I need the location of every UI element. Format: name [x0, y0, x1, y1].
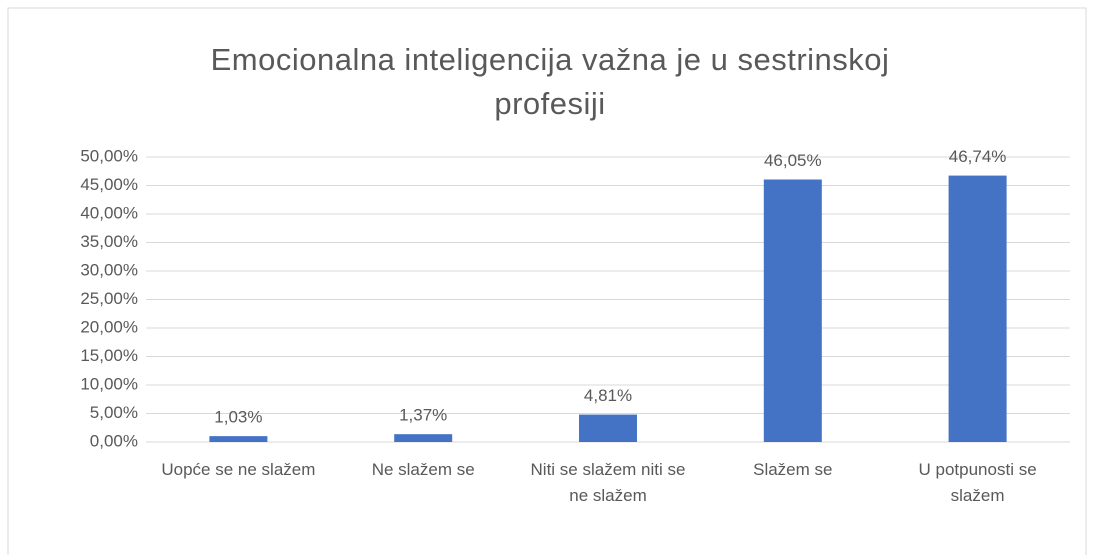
y-tick-label: 15,00% — [80, 346, 138, 365]
chart-title: Emocionalna inteligencija važna je u ses… — [210, 42, 890, 121]
bar — [948, 175, 1007, 442]
bar — [209, 436, 268, 442]
y-tick-label: 30,00% — [80, 260, 138, 279]
data-label: 4,81% — [584, 386, 632, 405]
data-label: 46,05% — [764, 151, 822, 170]
x-tick-label: Ne slažem se — [371, 460, 475, 479]
x-tick-label: Uopće se ne slažem — [161, 460, 316, 479]
y-tick-label: 35,00% — [80, 232, 138, 251]
data-label: 1,03% — [214, 408, 262, 427]
y-tick-label: 25,00% — [80, 289, 138, 308]
y-tick-label: 50,00% — [80, 146, 138, 165]
chart-border — [7, 7, 1087, 555]
x-tick-label: Niti se slažem niti se ne slažem — [530, 460, 686, 505]
bar — [579, 414, 637, 442]
y-tick-label: 5,00% — [90, 403, 138, 422]
y-tick-label: 0,00% — [90, 431, 138, 450]
bar — [763, 179, 822, 442]
bar — [394, 434, 453, 442]
y-tick-label: 45,00% — [80, 175, 138, 194]
y-tick-label: 20,00% — [80, 317, 138, 336]
data-label: 1,37% — [399, 406, 447, 425]
x-tick-label: Slažem se — [753, 460, 833, 479]
y-tick-label: 40,00% — [80, 203, 138, 222]
x-tick-label: U potpunosti se slažem — [918, 460, 1037, 505]
y-tick-label: 10,00% — [80, 374, 138, 393]
data-label: 46,74% — [949, 147, 1007, 166]
